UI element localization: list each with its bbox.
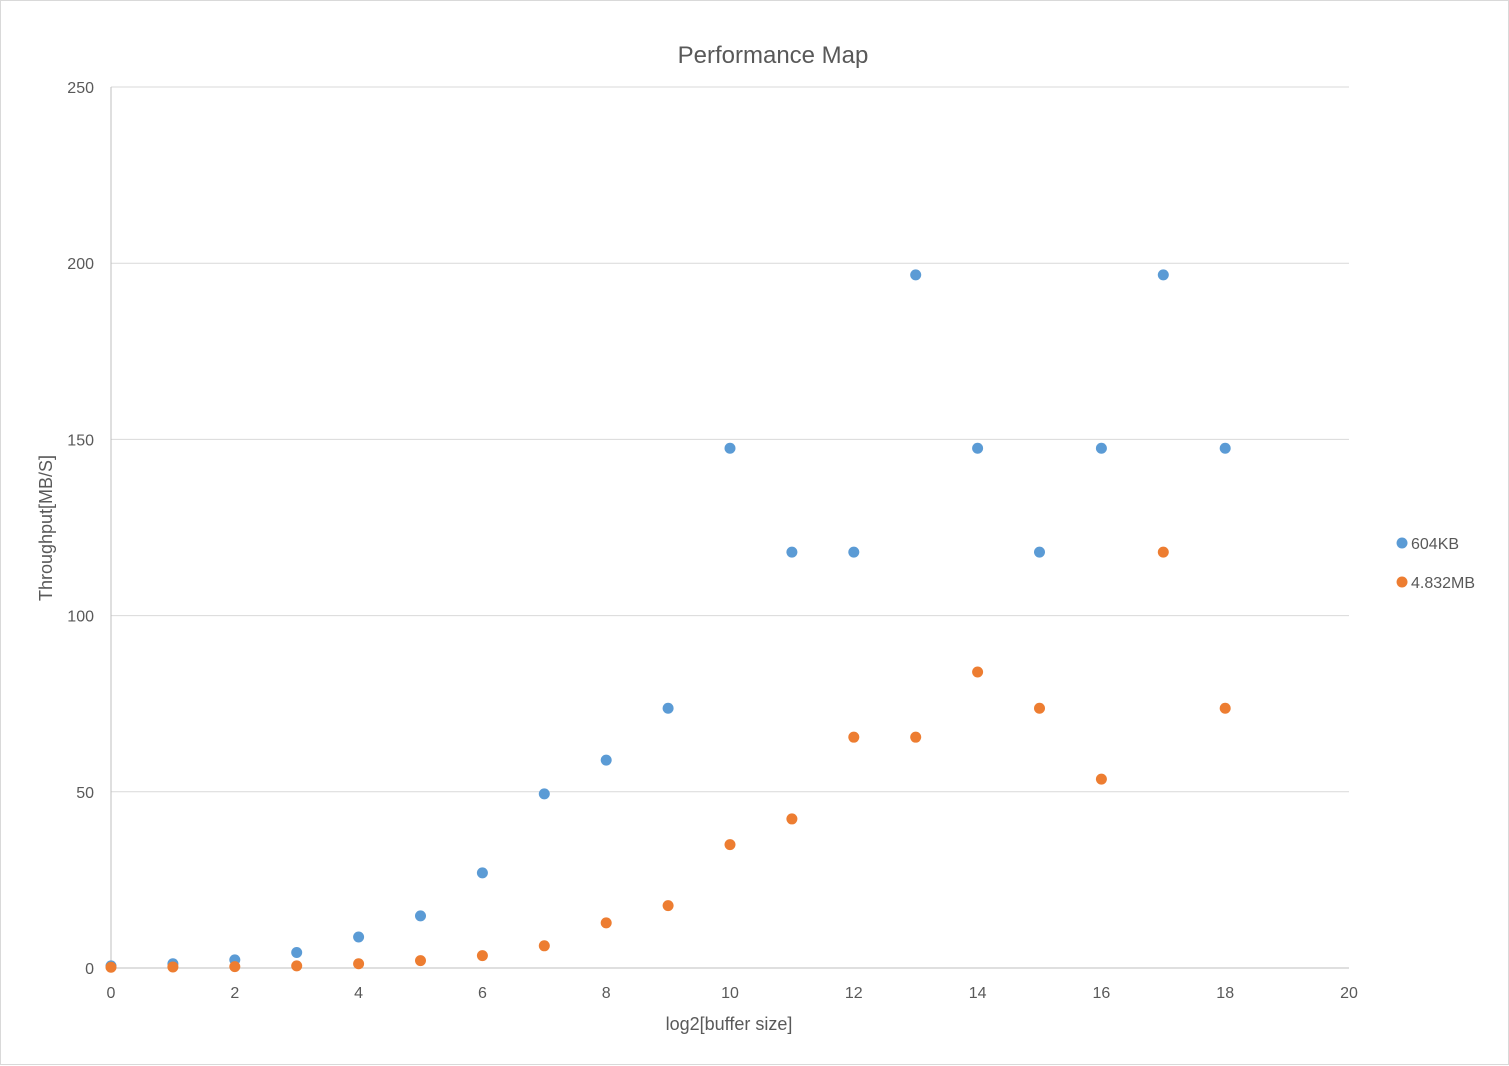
data-point — [291, 960, 303, 972]
data-point — [600, 754, 612, 766]
x-axis-title: log2[buffer size] — [666, 1014, 793, 1034]
gridlines — [111, 86, 1349, 793]
x-tick-label: 8 — [602, 985, 611, 1002]
chart-title: Performance Map — [678, 42, 869, 69]
data-point — [291, 946, 303, 958]
data-point — [476, 867, 488, 879]
legend-item: 4.832MB — [1396, 575, 1475, 592]
x-tick-label: 10 — [721, 985, 739, 1002]
data-point — [910, 269, 922, 281]
data-point — [353, 931, 365, 943]
data-point — [229, 961, 241, 973]
y-tick-label: 250 — [67, 80, 94, 97]
data-point — [1095, 773, 1107, 785]
data-point — [1157, 546, 1169, 558]
data-point — [786, 813, 798, 825]
data-point — [724, 839, 736, 851]
data-point — [1034, 546, 1045, 558]
y-tick-label: 100 — [67, 609, 94, 626]
y-tick-label: 150 — [67, 432, 94, 449]
data-point — [848, 546, 860, 558]
x-tick-label: 0 — [107, 985, 116, 1002]
data-point — [105, 961, 117, 973]
legend-marker — [1396, 576, 1408, 588]
x-tick-label: 6 — [478, 985, 487, 1002]
x-tick-label: 16 — [1093, 985, 1111, 1002]
y-tick-label: 50 — [76, 785, 94, 802]
data-point — [1157, 269, 1169, 281]
x-tick-label: 18 — [1216, 985, 1234, 1002]
data-point — [724, 442, 736, 454]
x-tick-label: 2 — [230, 985, 239, 1002]
x-tick-label: 14 — [969, 985, 987, 1002]
legend-label: 604KB — [1411, 536, 1459, 553]
data-point — [476, 950, 488, 962]
legend-marker — [1396, 537, 1408, 549]
axes — [110, 87, 1349, 969]
data-point — [910, 731, 922, 743]
data-point — [538, 788, 550, 800]
data-point — [662, 900, 674, 912]
data-point — [600, 917, 612, 929]
tick-labels: 0 50 100 150 200 250 0 2 4 6 8 10 12 14 16 18 20 — [67, 80, 1358, 1002]
data-point — [662, 702, 674, 714]
legend-label: 4.832MB — [1411, 575, 1475, 592]
data-point — [1219, 442, 1231, 454]
data-point — [167, 961, 179, 973]
x-tick-label: 20 — [1340, 985, 1358, 1002]
legend-item: 604KB — [1396, 536, 1459, 553]
data-point — [538, 940, 550, 952]
x-tick-label: 4 — [354, 985, 363, 1002]
y-tick-label: 200 — [67, 256, 94, 273]
data-point — [786, 546, 798, 558]
series-2 — [105, 546, 1231, 973]
data-point — [1219, 702, 1231, 714]
x-tick-label: 12 — [845, 985, 863, 1002]
data-point — [848, 731, 860, 743]
data-point — [415, 910, 426, 922]
legend: 604KB 4.832MB — [1396, 536, 1475, 592]
data-point — [1034, 702, 1045, 714]
data-points — [105, 269, 1231, 973]
data-point — [353, 958, 365, 970]
data-point — [1095, 442, 1107, 454]
data-point — [972, 442, 984, 454]
y-tick-label: 0 — [85, 961, 94, 978]
data-point — [415, 955, 426, 967]
series-1 — [105, 269, 1231, 972]
y-axis-title: Throughput[MB/S] — [36, 455, 56, 601]
data-point — [972, 666, 984, 678]
